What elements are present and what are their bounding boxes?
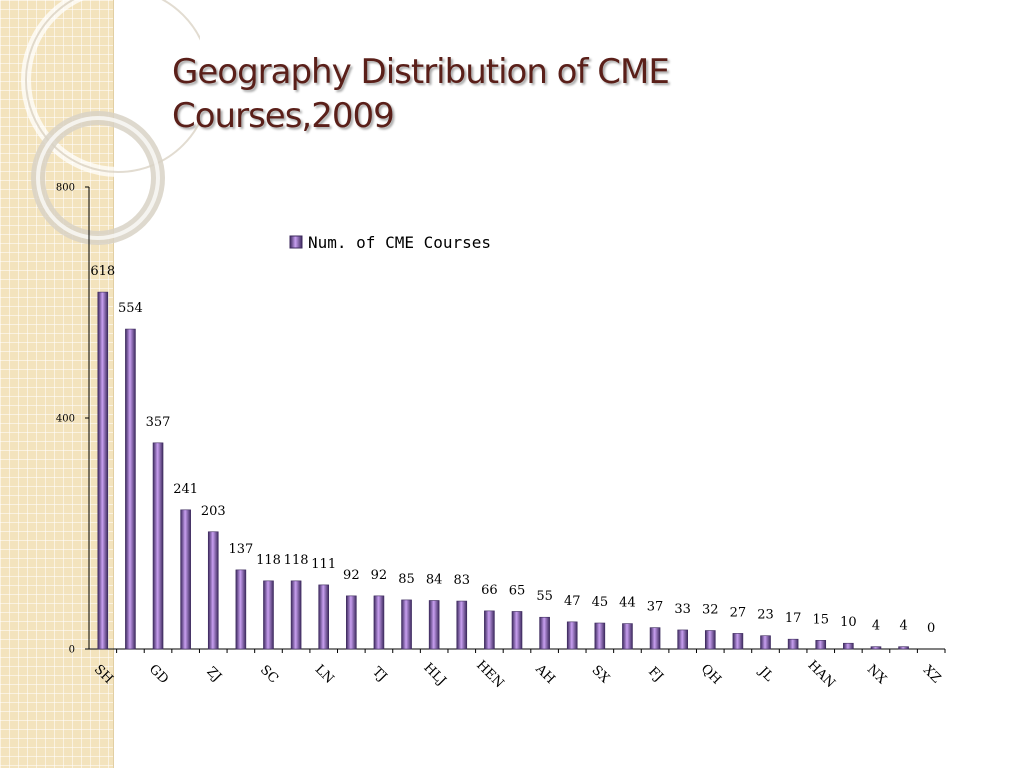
bar-sx	[594, 622, 606, 650]
bar-jl	[760, 635, 771, 650]
data-label-nx: 4	[872, 619, 880, 634]
x-tick-label-ln: LN	[312, 662, 337, 687]
data-label-gz: 10	[840, 615, 857, 630]
data-label-tj: 92	[371, 568, 388, 583]
data-label-jl: 23	[757, 608, 774, 623]
x-tick-label-zj: ZJ	[203, 664, 224, 685]
data-label-ah: 55	[536, 589, 553, 604]
bar-tj	[373, 595, 385, 650]
x-tick-label-sh: SH	[91, 662, 116, 687]
slide-title: Geography Distribution of CME Courses,20…	[172, 50, 812, 138]
bar-im	[787, 638, 799, 650]
data-label-xj: 4	[899, 619, 907, 634]
legend-swatch	[289, 235, 303, 249]
data-label-hlj: 84	[426, 572, 443, 587]
data-label-hb: 118	[284, 553, 309, 568]
chart-legend: Num. of CME Courses	[289, 233, 491, 252]
data-label-gs: 27	[730, 605, 747, 620]
bar-hlj	[428, 600, 440, 650]
data-label-fj: 37	[647, 600, 664, 615]
bar-zj	[207, 531, 219, 650]
bar-ln	[318, 584, 330, 650]
x-tick-label-hen: HEN	[473, 658, 506, 691]
data-label-qh: 32	[702, 603, 719, 618]
slide-title-line-2: Courses,2009	[172, 96, 395, 136]
data-label-bj: 554	[118, 301, 143, 316]
data-label-sh: 618	[90, 264, 115, 279]
data-label-zj: 203	[201, 504, 226, 519]
y-tick-label: 0	[69, 645, 75, 656]
bar-gz	[843, 642, 854, 650]
slide-title-line-1: Geography Distribution of CME	[172, 52, 670, 92]
bar-gx	[511, 611, 523, 650]
y-tick-label: 400	[56, 414, 75, 425]
x-tick-label-xz: XZ	[920, 663, 944, 687]
x-tick-label-sx: SX	[589, 663, 613, 687]
data-label-cq: 83	[454, 573, 471, 588]
bar-heb	[566, 621, 578, 650]
data-label-gd: 357	[146, 415, 171, 430]
x-tick-label-sc: SC	[257, 663, 281, 687]
data-label-ln: 111	[311, 557, 336, 572]
bar-hb	[290, 580, 302, 650]
bar-xj	[898, 646, 909, 650]
data-label-sd: 137	[228, 542, 253, 557]
bar-sn	[401, 599, 412, 650]
data-label-yn: 33	[674, 602, 691, 617]
bar-ah	[539, 616, 550, 650]
y-tick-label: 800	[56, 183, 75, 194]
data-label-hen: 66	[481, 583, 498, 598]
decorative-rings	[21, 0, 200, 245]
data-label-han: 15	[812, 612, 829, 627]
bar-fj	[649, 627, 661, 650]
x-tick-label-tj: TJ	[369, 664, 389, 684]
bar-han	[815, 640, 827, 650]
data-label-sc: 118	[256, 553, 281, 568]
bar-nx	[870, 646, 882, 650]
data-label-sn: 85	[398, 572, 415, 587]
bar-js	[180, 509, 191, 650]
x-tick-label-nx: NX	[864, 662, 890, 688]
bar-gs	[732, 633, 744, 650]
bar-yn	[677, 629, 688, 650]
bar-qh	[704, 630, 716, 650]
bar-sh	[97, 291, 109, 650]
bar-sd	[235, 569, 247, 650]
x-tick-label-ah: AH	[532, 661, 558, 687]
x-tick-label-fj: FJ	[645, 664, 666, 685]
data-label-js: 241	[173, 482, 198, 497]
x-tick-label-gd: GD	[146, 662, 171, 687]
data-label-heb: 47	[564, 594, 581, 609]
x-tick-label-han: HAN	[805, 658, 838, 691]
data-label-hun: 92	[343, 568, 360, 583]
x-tick-label-qh: QH	[698, 661, 724, 687]
bar-sc	[263, 580, 274, 650]
data-label-xz: 0	[927, 621, 935, 636]
data-label-sx: 45	[592, 595, 609, 610]
data-label-jx: 44	[619, 596, 636, 611]
data-label-gx: 65	[509, 583, 526, 598]
bar-hen	[484, 610, 495, 650]
bar-hun	[346, 595, 357, 650]
data-label-im: 17	[785, 611, 802, 626]
legend-label: Num. of CME Courses	[308, 233, 491, 252]
bar-gd	[152, 442, 164, 650]
x-tick-label-hlj: HLJ	[420, 660, 448, 688]
bar-bj	[125, 328, 136, 650]
bar-cq	[456, 600, 468, 650]
bar-jx	[622, 623, 633, 650]
x-tick-label-jl: JL	[754, 663, 776, 685]
